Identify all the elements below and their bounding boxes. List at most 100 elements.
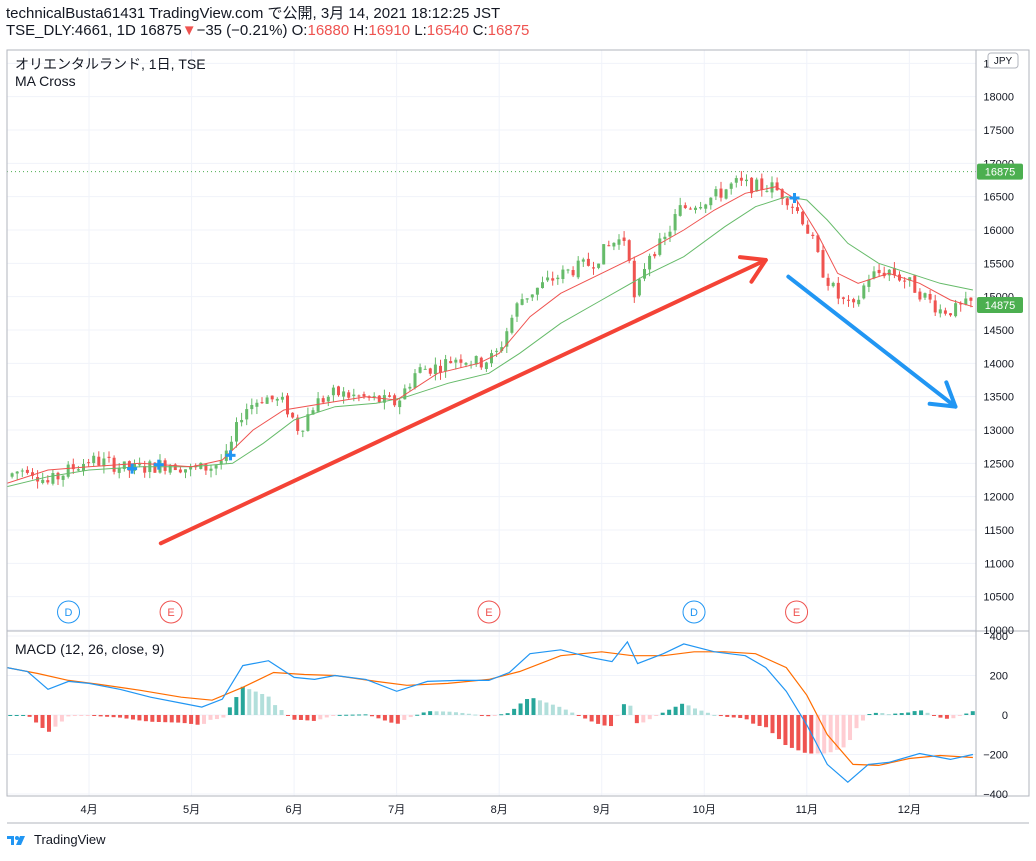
event-marker-letter: E	[793, 607, 800, 619]
histogram-bar	[596, 714, 601, 724]
candle-body	[836, 282, 840, 299]
histogram-bar	[531, 698, 536, 715]
candle-body	[459, 359, 463, 363]
candle-body	[500, 347, 504, 351]
candle-body	[163, 460, 167, 471]
candle-body	[790, 206, 794, 208]
candle-body	[796, 207, 799, 212]
candle-body	[862, 285, 866, 299]
time-tick-label: 11月	[796, 804, 818, 816]
histogram-bar	[492, 714, 497, 716]
price-axis[interactable]: 10000 10500 11000 11500 12000 12500 13000 13500…	[983, 58, 1014, 637]
histogram-bar	[85, 714, 90, 716]
annotations[interactable]	[158, 255, 958, 546]
histogram-bar	[906, 712, 911, 715]
macd-lines	[7, 640, 974, 783]
candle-body	[755, 179, 759, 192]
candle-body	[306, 414, 310, 431]
arrow-line-blue	[786, 274, 958, 409]
candle-body	[734, 178, 738, 183]
histogram-bar	[957, 714, 962, 716]
candle-body	[398, 400, 402, 408]
histogram-bar	[854, 714, 859, 729]
ma-lines	[7, 186, 974, 488]
currency-badge[interactable]: JPY	[987, 52, 1019, 69]
histogram-bar	[40, 714, 45, 728]
candle-body	[903, 280, 907, 282]
brand-name: TradingView	[34, 832, 106, 847]
candle-body	[551, 278, 555, 281]
time-tick-label: 5月	[183, 804, 200, 816]
candle-body	[357, 395, 361, 397]
candle-body	[484, 362, 488, 369]
candle-body	[709, 197, 713, 206]
event-marker-circle	[785, 600, 809, 624]
histogram-bar	[234, 697, 239, 715]
candle-body	[704, 204, 708, 209]
histogram-bar	[369, 714, 374, 717]
time-axis[interactable]: 4月 5月 6月 7月 8月 9月 10月 11月 12月	[80, 804, 921, 816]
candle-body	[658, 238, 662, 255]
candle-body	[173, 464, 177, 471]
price-tick-label: 13000	[983, 425, 1014, 437]
candle-body	[592, 267, 595, 269]
candle-body	[520, 299, 524, 305]
last-price: 16875	[139, 22, 182, 39]
candle-body	[546, 277, 550, 281]
time-tick-label: 7月	[388, 804, 405, 816]
candle-body	[184, 469, 187, 473]
price-labels: 16875 14875	[977, 163, 1023, 313]
candle-body	[92, 455, 96, 464]
histogram-bar	[776, 714, 781, 740]
chart-header: technicalBusta61431 TradingView.com で公開,…	[6, 5, 529, 39]
histogram-bar	[266, 696, 271, 715]
histogram-bar	[305, 714, 310, 721]
histogram-bar	[789, 714, 794, 748]
candle-body	[117, 468, 121, 473]
ohlc-line: TSE_DLY:4661, 1D 16875▼−35 (−0.21%) O:16…	[6, 22, 529, 39]
candle-body	[138, 464, 142, 466]
candle-body	[811, 234, 815, 237]
histogram-bar	[570, 712, 575, 715]
candle-body	[41, 479, 45, 483]
candle-body	[76, 469, 80, 471]
candle-body	[280, 396, 284, 400]
histogram-bar	[486, 714, 491, 717]
candle-body	[954, 303, 958, 317]
candle-body	[959, 303, 963, 305]
macd-axis[interactable]: 400 200 0 −200 −400	[983, 631, 1008, 801]
histogram-bar	[899, 713, 904, 715]
candle-body	[729, 183, 733, 189]
candle-body	[449, 361, 453, 364]
histogram-bar	[783, 714, 788, 746]
histogram-bar	[408, 714, 413, 718]
histogram-bar	[14, 714, 19, 716]
candle-body	[857, 299, 861, 305]
time-tick-label: 4月	[80, 804, 97, 816]
event-marker-letter: E	[167, 607, 174, 619]
candle-body	[780, 189, 784, 199]
candle-body	[495, 350, 499, 352]
candle-body	[632, 260, 636, 298]
candle-body	[617, 239, 621, 245]
candle-body	[739, 177, 743, 181]
candle-body	[683, 205, 687, 208]
histogram-bar	[634, 714, 639, 724]
histogram-bar	[331, 714, 336, 716]
histogram-bar	[227, 707, 232, 715]
price-tick-label: 14500	[983, 325, 1014, 337]
candle-body	[831, 282, 835, 287]
candle-body	[581, 259, 585, 262]
event-marker-circle	[477, 600, 501, 624]
histogram-bar	[240, 686, 245, 715]
histogram-bar	[453, 712, 458, 715]
histogram-bar	[886, 714, 891, 716]
histogram-bar	[815, 714, 820, 754]
candle-body	[872, 271, 876, 279]
histogram-bar	[318, 714, 323, 720]
candle-body	[561, 269, 565, 279]
candle-body	[291, 412, 295, 418]
price-label-box	[977, 297, 1023, 313]
histogram-bar	[376, 714, 381, 719]
